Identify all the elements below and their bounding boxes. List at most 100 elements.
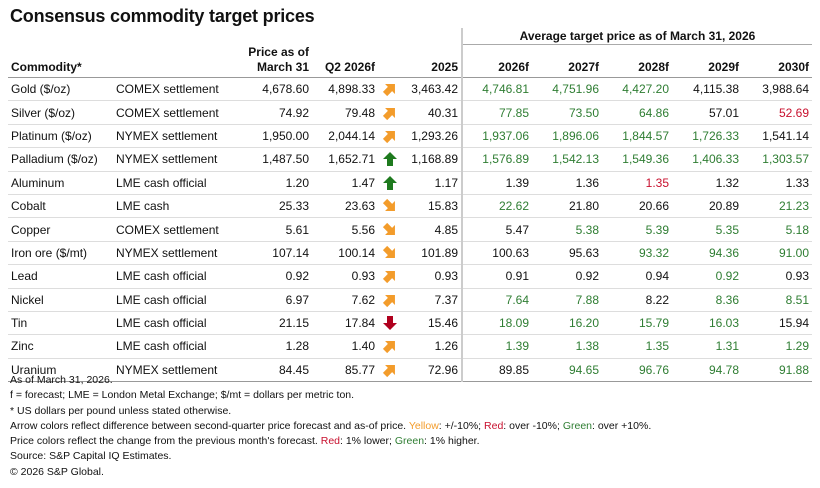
forecast-2028f: 96.76 bbox=[602, 358, 672, 383]
table-row: Iron ore ($/mt) NYMEX settlement 107.14 100… bbox=[8, 241, 812, 266]
forecast-2030f: 91.00 bbox=[742, 241, 812, 266]
forecast-2029f: 0.92 bbox=[672, 264, 742, 289]
forecast-2026f: 5.47 bbox=[462, 217, 532, 242]
commodity-name: Tin bbox=[8, 311, 113, 336]
legend-green: Green bbox=[394, 435, 425, 448]
price-source: NYMEX settlement bbox=[113, 147, 240, 172]
price-as-of: 21.15 bbox=[240, 311, 312, 336]
note-arrow-colors: Arrow colors reflect difference between … bbox=[10, 419, 651, 434]
price-2025: 1,168.89 bbox=[402, 147, 463, 172]
forecast-2028f: 5.39 bbox=[602, 217, 672, 242]
q2-forecast: 85.77 bbox=[312, 358, 378, 383]
note-text: : over +10%. bbox=[592, 419, 652, 432]
header-spacer bbox=[402, 28, 463, 45]
forecast-2029f: 1,726.33 bbox=[672, 124, 742, 149]
forecast-2030f: 8.51 bbox=[742, 288, 812, 312]
price-2025: 1.17 bbox=[402, 171, 463, 195]
forecast-2027f: 4,751.96 bbox=[532, 77, 602, 102]
commodity-name: Zinc bbox=[8, 334, 113, 359]
forecast-2027f: 16.20 bbox=[532, 311, 602, 336]
price-as-of: 1.20 bbox=[240, 171, 312, 195]
price-source: LME cash official bbox=[113, 334, 240, 359]
price-as-of: 1,950.00 bbox=[240, 124, 312, 149]
forecast-2030f: 15.94 bbox=[742, 311, 812, 336]
table-row: Cobalt LME cash 25.33 23.63 15.83 22.62 21.80 2… bbox=[8, 194, 812, 219]
price-source: NYMEX settlement bbox=[113, 124, 240, 149]
note-text: Arrow colors reflect difference between … bbox=[10, 419, 409, 432]
footnotes: As of March 31, 2026. f = forecast; LME … bbox=[10, 373, 651, 480]
forecast-2030f: 52.69 bbox=[742, 100, 812, 125]
q2-forecast: 17.84 bbox=[312, 311, 378, 336]
col-header-price: Price as of March 31 bbox=[240, 44, 312, 78]
forecast-2026f: 1.39 bbox=[462, 171, 532, 195]
forecast-2028f: 1.35 bbox=[602, 334, 672, 359]
forecast-2029f: 16.03 bbox=[672, 311, 742, 336]
note-source: Source: S&P Capital IQ Estimates. bbox=[10, 450, 172, 463]
arrow-down-right-icon bbox=[378, 194, 402, 219]
forecast-2026f: 22.62 bbox=[462, 194, 532, 219]
legend-green: Green bbox=[562, 419, 592, 432]
q2-forecast: 23.63 bbox=[312, 194, 378, 219]
group-header: Average target price as of March 31, 202… bbox=[462, 28, 812, 45]
table-row: Lead LME cash official 0.92 0.93 0.93 0.91 0.9… bbox=[8, 264, 812, 289]
table-row: Silver ($/oz) COMEX settlement 74.92 79.48 4… bbox=[8, 100, 812, 125]
price-2025: 3,463.42 bbox=[402, 77, 463, 102]
header-spacer bbox=[8, 28, 402, 45]
table-row: Aluminum LME cash official 1.20 1.47 1.17 1.3… bbox=[8, 171, 812, 195]
forecast-2028f: 1.35 bbox=[602, 171, 672, 195]
forecast-2027f: 0.92 bbox=[532, 264, 602, 289]
note-text: Price colors reflect the change from the… bbox=[10, 435, 321, 448]
table-row: Platinum ($/oz) NYMEX settlement 1,950.00 2… bbox=[8, 124, 812, 149]
q2-forecast: 1.40 bbox=[312, 334, 378, 359]
col-header-2026f: 2026f bbox=[462, 44, 532, 78]
q2-forecast: 7.62 bbox=[312, 288, 378, 312]
forecast-2026f: 77.85 bbox=[462, 100, 532, 125]
arrow-up-icon bbox=[378, 171, 402, 195]
price-as-of: 1,487.50 bbox=[240, 147, 312, 172]
price-2025: 72.96 bbox=[402, 358, 463, 383]
price-as-of: 74.92 bbox=[240, 100, 312, 125]
forecast-2027f: 1.38 bbox=[532, 334, 602, 359]
q2-forecast: 79.48 bbox=[312, 100, 378, 125]
forecast-2027f: 95.63 bbox=[532, 241, 602, 266]
price-source: LME cash official bbox=[113, 311, 240, 336]
forecast-2026f: 100.63 bbox=[462, 241, 532, 266]
forecast-2027f: 7.88 bbox=[532, 288, 602, 312]
price-2025: 1,293.26 bbox=[402, 124, 463, 149]
arrow-up-right-icon bbox=[378, 100, 402, 125]
col-header-q2: Q2 2026f bbox=[312, 44, 378, 78]
col-header-2027f: 2027f bbox=[532, 44, 602, 78]
forecast-2027f: 1,542.13 bbox=[532, 147, 602, 172]
table-row: Uranium NYMEX settlement 84.45 85.77 72.96 89… bbox=[8, 358, 812, 383]
table-row: Gold ($/oz) COMEX settlement 4,678.60 4,898… bbox=[8, 77, 812, 102]
commodity-name: Platinum ($/oz) bbox=[8, 124, 113, 149]
forecast-2030f: 1.33 bbox=[742, 171, 812, 195]
forecast-2026f: 0.91 bbox=[462, 264, 532, 289]
forecast-2028f: 93.32 bbox=[602, 241, 672, 266]
price-2025: 4.85 bbox=[402, 217, 463, 242]
price-as-of: 6.97 bbox=[240, 288, 312, 312]
arrow-up-right-icon bbox=[378, 124, 402, 149]
arrow-down-right-icon bbox=[378, 241, 402, 266]
note-text: : 1% lower; bbox=[340, 435, 395, 448]
price-as-of: 5.61 bbox=[240, 217, 312, 242]
forecast-2026f: 1,576.89 bbox=[462, 147, 532, 172]
forecast-2028f: 8.22 bbox=[602, 288, 672, 312]
arrow-up-right-icon bbox=[378, 77, 402, 102]
col-header-2030f: 2030f bbox=[742, 44, 812, 78]
forecast-2026f: 7.64 bbox=[462, 288, 532, 312]
forecast-2027f: 1.36 bbox=[532, 171, 602, 195]
col-header-arrow bbox=[378, 44, 402, 78]
price-as-of: 107.14 bbox=[240, 241, 312, 266]
q2-forecast: 2,044.14 bbox=[312, 124, 378, 149]
commodity-price-table: Average target price as of March 31, 202… bbox=[8, 28, 812, 383]
forecast-2027f: 5.38 bbox=[532, 217, 602, 242]
q2-forecast: 5.56 bbox=[312, 217, 378, 242]
arrow-up-right-icon bbox=[378, 334, 402, 359]
forecast-2029f: 94.36 bbox=[672, 241, 742, 266]
note-text: : over -10%; bbox=[503, 419, 563, 432]
page-title: Consensus commodity target prices bbox=[10, 6, 315, 26]
commodity-name: Aluminum bbox=[8, 171, 113, 195]
price-source: COMEX settlement bbox=[113, 77, 240, 102]
note-price-colors: Price colors reflect the change from the… bbox=[10, 434, 651, 449]
